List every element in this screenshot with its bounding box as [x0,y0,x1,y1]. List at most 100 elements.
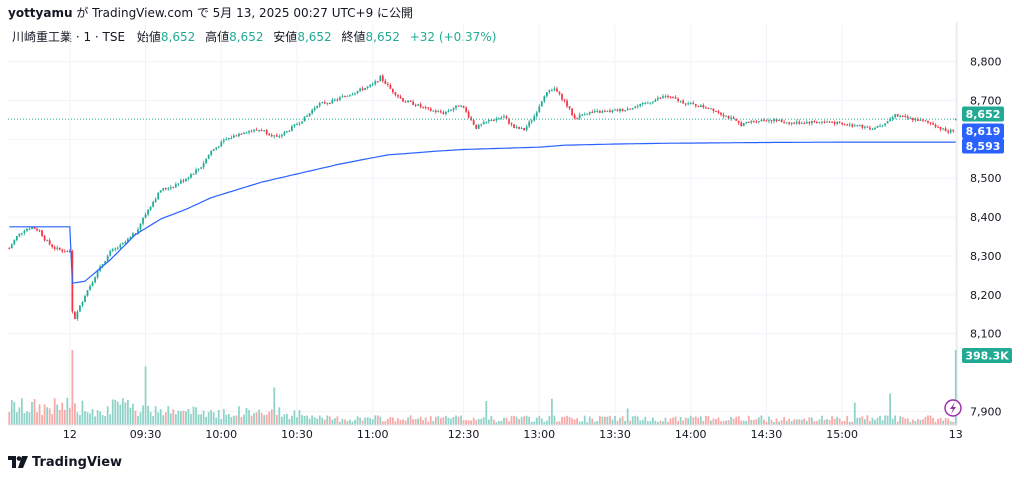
candle-body [346,95,349,97]
candle-body [38,230,41,232]
candle-body [111,249,114,251]
volume-bar [916,418,919,425]
volume-bar [46,407,49,425]
time-tick-label: 13:30 [599,428,631,441]
candle-body [245,132,248,134]
candle-body [619,109,621,112]
candle-body [621,109,624,112]
volume-bar [366,417,369,425]
candle-body [861,124,864,128]
volume-bar [119,404,122,425]
candle-body [816,121,818,123]
candle-body [596,110,599,112]
brand-footer[interactable]: TradingView [8,452,122,472]
volume-bar [545,420,548,425]
candle-body [424,107,427,109]
volume-bar [99,411,102,425]
price-tick-label: 8,700 [970,95,1002,108]
candle-body [152,201,155,207]
candle-body [301,121,303,124]
candle-body [394,92,397,96]
volume-bar [513,415,515,425]
candle-body [919,119,922,121]
candle-body [349,95,351,97]
candle-body [775,119,778,121]
volume-bar [288,418,291,425]
candle-body [434,110,437,113]
volume-bar [278,407,281,425]
candle-body [768,120,770,122]
candle-body [563,99,566,101]
volume-bar [104,416,107,425]
symbol-label[interactable]: 川崎重工業 · 1 · TSE [12,30,126,44]
candle-body [869,127,871,130]
volume-bar [68,407,71,425]
candle-body [51,244,54,247]
candle-body [939,126,942,130]
volume-bar [258,409,261,425]
candle-body [896,114,899,117]
candle-body [13,240,16,245]
volume-bar [699,416,702,425]
volume-bar [571,418,573,425]
candle-body [836,121,838,124]
candle-body [800,122,803,124]
volume-bar [202,410,205,425]
vwap-line [9,141,956,284]
candle-body [543,96,546,102]
candle-body [763,119,765,121]
volume-bar [174,414,177,425]
volume-bar [535,417,538,425]
volume-bar [344,419,346,425]
candle-body [533,116,536,121]
volume-bar [588,416,591,425]
volume-bar [142,405,144,425]
volume-bar [485,401,488,425]
author-name[interactable]: yottyamu [8,6,73,20]
volume-bar [929,415,932,425]
candle-body [856,125,859,127]
candle-body [545,92,548,97]
candle-body [773,119,775,122]
volume-bar [250,415,253,425]
volume-bar [301,415,303,425]
volume-bar [747,415,750,425]
volume-bar [235,415,238,425]
candle-body [94,277,96,283]
candle-body [884,123,886,126]
volume-bar [412,419,414,425]
time-tick-label: 14:00 [675,428,707,441]
volume-bar [821,415,823,425]
volume-bar [561,416,563,425]
price-badge [962,106,1004,122]
volume-bar [101,415,104,425]
candle-body [689,103,692,105]
volume-bar [593,421,596,425]
volume-bar [548,415,551,425]
candle-body [230,137,233,139]
volume-bar [518,419,520,425]
candle-body [10,244,13,249]
candle-body [331,99,334,104]
candle-body [139,223,142,230]
candle-body [41,230,43,236]
candle-body [558,91,561,94]
candle-body [8,248,11,250]
candle-body [795,121,798,124]
candle-body [755,121,758,123]
volume-bar [727,420,730,425]
candle-body [177,183,180,185]
volume-bar [538,415,541,425]
volume-bar [124,402,127,425]
volume-bar [384,421,387,425]
volume-bar [780,420,783,425]
lightning-icon[interactable] [944,399,962,417]
volume-bar [10,399,13,425]
candle-body [909,117,912,119]
volume-bar [687,418,690,425]
volume-bar [800,419,803,425]
volume-bar [730,416,732,425]
candle-body [538,106,541,113]
candle-body [831,121,833,123]
